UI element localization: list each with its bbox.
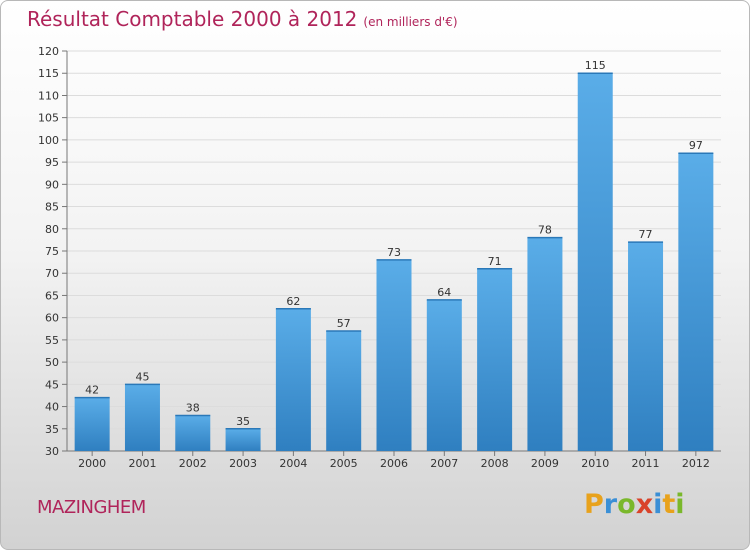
logo-letter: t [662,489,676,520]
data-label: 35 [236,415,250,428]
y-tick-label: 60 [45,312,59,325]
x-tick-label: 2011 [632,457,660,470]
bar [628,242,664,451]
y-tick-label: 35 [45,423,59,436]
y-tick-label: 45 [45,378,59,391]
x-tick-label: 2002 [179,457,207,470]
y-tick-label: 80 [45,223,59,236]
bar [326,331,362,451]
data-label: 77 [639,228,653,241]
bar [275,308,311,451]
x-tick-label: 2001 [128,457,156,470]
y-tick-label: 120 [38,45,59,58]
logo-letter: x [635,489,654,520]
x-tick-label: 2012 [682,457,710,470]
logo-letter: i [675,489,685,520]
data-label: 78 [538,224,552,237]
y-tick-label: 65 [45,289,59,302]
commune-name: MAZINGHEM [37,497,146,518]
x-tick-label: 2005 [330,457,358,470]
logo-letter: r [603,489,618,520]
data-label: 64 [437,286,451,299]
chart-title-text: Résultat Comptable 2000 à 2012 [27,7,358,31]
x-tick-label: 2009 [531,457,559,470]
y-tick-label: 50 [45,356,59,369]
x-tick-label: 2010 [581,457,609,470]
y-tick-label: 105 [38,112,59,125]
logo-letter: o [617,489,636,520]
bar [74,397,110,451]
data-label: 71 [488,255,502,268]
logo-letter: i [653,489,663,520]
data-label: 62 [286,295,300,308]
bar [678,153,714,451]
y-tick-label: 75 [45,245,59,258]
y-tick-label: 110 [38,89,59,102]
bar [124,384,160,451]
bar [477,268,513,451]
data-label: 45 [135,370,149,383]
y-tick-label: 115 [38,67,59,80]
bar [577,73,613,451]
y-tick-label: 40 [45,401,59,414]
y-tick-label: 95 [45,156,59,169]
x-tick-label: 2003 [229,457,257,470]
x-tick-label: 2000 [78,457,106,470]
data-label: 57 [337,317,351,330]
y-tick-label: 70 [45,267,59,280]
data-label: 115 [585,59,606,72]
x-tick-label: 2006 [380,457,408,470]
y-tick-label: 85 [45,201,59,214]
x-tick-label: 2004 [279,457,307,470]
data-label: 38 [186,401,200,414]
chart-subtitle: (en milliers d'€) [363,15,458,29]
y-tick-label: 30 [45,445,59,458]
y-tick-label: 90 [45,178,59,191]
bar [175,415,211,451]
data-label: 73 [387,246,401,259]
logo-letter: P [584,489,604,520]
x-tick-label: 2008 [481,457,509,470]
y-tick-label: 55 [45,334,59,347]
y-tick-label: 100 [38,134,59,147]
data-label: 42 [85,384,99,397]
data-label: 97 [689,139,703,152]
proxiti-logo[interactable]: Proxiti [584,489,685,520]
bar [225,428,261,451]
bar [376,259,412,451]
bar [527,237,563,451]
bar [426,299,462,451]
chart-title: Résultat Comptable 2000 à 2012 (en millie… [27,7,458,31]
x-tick-label: 2007 [430,457,458,470]
